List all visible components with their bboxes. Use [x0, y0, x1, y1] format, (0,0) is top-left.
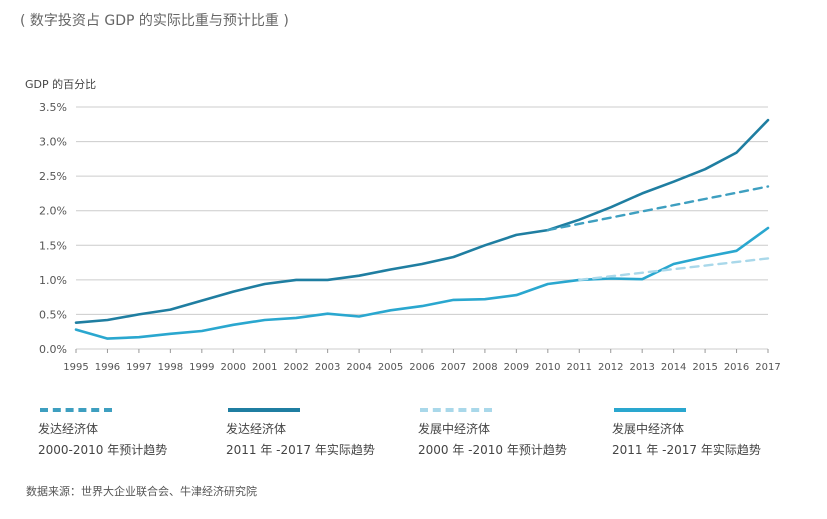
y-tick-label: 1.5% — [39, 239, 67, 252]
y-tick-label: 2.5% — [39, 170, 67, 183]
x-tick-label: 2017 — [755, 362, 780, 373]
legend-swatch — [40, 408, 112, 412]
x-tick-label: 2006 — [409, 362, 434, 373]
x-tick-label: 2012 — [598, 362, 623, 373]
x-tick-label: 2010 — [535, 362, 560, 373]
x-tick-label: 1998 — [158, 362, 183, 373]
actual-trend-line — [74, 118, 770, 325]
legend-label-line2: 2000 年 -2010 年预计趋势 — [418, 443, 567, 457]
x-tick-label: 1995 — [63, 362, 88, 373]
x-tick-label: 2000 — [221, 362, 246, 373]
x-tick-label: 1997 — [126, 362, 151, 373]
legend-label-line2: 2011 年 -2017 年实际趋势 — [612, 443, 761, 457]
legend-entry: 发达经济体 2000-2010 年预计趋势 — [38, 419, 167, 461]
legend-swatch — [228, 408, 300, 412]
y-axis-label: GDP 的百分比 — [25, 78, 97, 91]
x-tick-label: 2011 — [567, 362, 592, 373]
x-tick-label: 1996 — [95, 362, 120, 373]
legend-entry: 发展中经济体 2011 年 -2017 年实际趋势 — [612, 419, 761, 461]
x-tick-label: 2009 — [504, 362, 529, 373]
actual-trend-line — [74, 226, 770, 340]
source-note: 数据来源：世界大企业联合会、牛津经济研究院 — [26, 485, 257, 498]
x-tick-label: 2013 — [629, 362, 654, 373]
x-tick-label: 2015 — [692, 362, 717, 373]
y-tick-label: 0.0% — [39, 343, 67, 356]
x-tick-label: 2003 — [315, 362, 340, 373]
x-tick-label: 2005 — [378, 362, 403, 373]
legend-label-line1: 发达经济体 — [226, 422, 287, 436]
legend-swatch — [420, 408, 492, 412]
x-tick-label: 2008 — [472, 362, 497, 373]
x-tick-label: 2004 — [346, 362, 371, 373]
legend-label-line2: 2000-2010 年预计趋势 — [38, 443, 168, 457]
y-tick-label: 1.0% — [39, 274, 67, 287]
y-tick-label: 2.0% — [39, 205, 67, 218]
y-tick-label: 0.5% — [39, 308, 67, 321]
x-tick-label: 2002 — [283, 362, 308, 373]
projected-trend-line — [578, 257, 770, 282]
x-tick-label: 2014 — [661, 362, 686, 373]
projected-trend-line — [546, 185, 770, 232]
x-tick-label: 2001 — [252, 362, 277, 373]
legend-label-line1: 发展中经济体 — [612, 422, 685, 436]
y-tick-label: 3.5% — [39, 101, 67, 114]
y-tick-label: 3.0% — [39, 136, 67, 149]
x-tick-label: 1999 — [189, 362, 214, 373]
chart-title: ( 数字投资占 GDP 的实际比重与预计比重 ) — [20, 13, 289, 29]
legend-swatch — [614, 408, 686, 412]
legend-label-line2: 2011 年 -2017 年实际趋势 — [226, 443, 375, 457]
x-tick-label: 2007 — [441, 362, 466, 373]
legend-entry: 发展中经济体 2000 年 -2010 年预计趋势 — [418, 419, 567, 461]
legend-label-line1: 发展中经济体 — [418, 422, 491, 436]
x-tick-label: 2016 — [724, 362, 749, 373]
legend-label-line1: 发达经济体 — [38, 422, 99, 436]
legend-entry: 发达经济体 2011 年 -2017 年实际趋势 — [226, 419, 375, 461]
